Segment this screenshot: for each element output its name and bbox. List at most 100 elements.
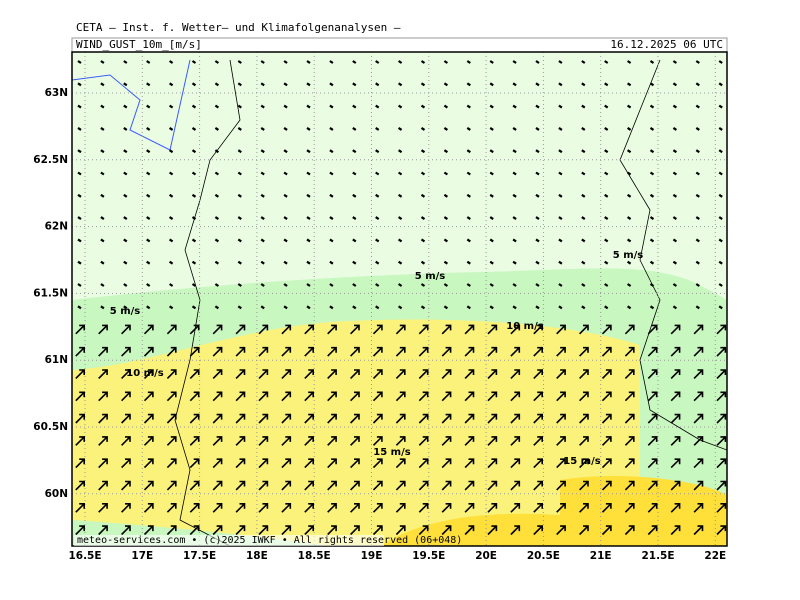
wind-arrow — [693, 503, 704, 513]
wind-arrow — [143, 503, 154, 513]
wind-arrow — [579, 525, 589, 536]
wind-arrow — [375, 283, 380, 287]
wind-arrow — [695, 216, 700, 221]
wind-arrow — [464, 480, 475, 491]
wind-arrow — [143, 324, 154, 335]
wind-arrow — [558, 305, 563, 310]
wind-arrow — [146, 82, 151, 87]
wind-arrow — [327, 503, 337, 513]
wind-arrow — [604, 216, 609, 221]
wind-arrow — [143, 525, 154, 536]
wind-arrow — [329, 82, 334, 87]
wind-arrow — [235, 525, 246, 536]
lon-label: 22E — [704, 550, 726, 562]
wind-arrow — [624, 436, 635, 446]
wind-arrow — [716, 391, 727, 402]
wind-arrow — [604, 193, 609, 198]
wind-arrow — [214, 238, 220, 243]
wind-arrow — [649, 149, 655, 154]
wind-arrow — [372, 503, 383, 513]
wind-arrow — [329, 260, 334, 265]
wind-arrow — [306, 238, 311, 243]
wind-arrow — [604, 238, 609, 243]
wind-arrow — [489, 216, 494, 221]
wind-arrow — [718, 171, 723, 176]
wind-arrow — [350, 369, 360, 379]
wind-arrow — [283, 305, 288, 310]
wind-arrow — [693, 346, 704, 357]
wind-arrow — [260, 60, 265, 64]
wind-arrow — [100, 216, 105, 221]
wind-arrow — [166, 436, 177, 446]
wind-arrow — [443, 260, 449, 265]
wind-arrow — [397, 216, 403, 221]
wind-arrow — [306, 260, 311, 265]
wind-arrow — [443, 82, 449, 87]
wind-arrow — [626, 126, 632, 131]
wind-arrow — [304, 391, 314, 402]
wind-arrow — [123, 305, 128, 310]
wind-arrow — [397, 193, 403, 198]
wind-arrow — [579, 413, 589, 424]
wind-arrow — [100, 305, 105, 310]
lat-label: 61.5N — [33, 287, 68, 299]
wind-arrow — [718, 193, 723, 198]
wind-arrow — [466, 104, 471, 109]
wind-arrow — [466, 193, 471, 198]
wind-arrow — [626, 238, 632, 243]
wind-arrow — [693, 436, 704, 446]
wind-arrow — [237, 216, 242, 221]
wind-arrow — [649, 60, 655, 64]
wind-arrow — [189, 391, 200, 402]
wind-arrow — [535, 82, 540, 87]
wind-arrow — [695, 104, 700, 109]
wind-arrow — [375, 171, 380, 176]
wind-arrow — [123, 126, 128, 131]
wind-arrow — [558, 60, 563, 64]
wind-arrow — [258, 480, 269, 491]
wind-arrow — [121, 436, 131, 446]
wind-arrow — [121, 346, 131, 357]
wind-arrow — [375, 126, 380, 131]
wind-arrow — [372, 525, 383, 536]
wind-arrow — [98, 480, 108, 491]
wind-arrow — [146, 60, 151, 64]
wind-arrow — [143, 458, 154, 469]
wind-arrow — [397, 149, 403, 154]
wind-arrow — [604, 82, 609, 87]
wind-arrow — [716, 436, 727, 446]
wind-arrow — [77, 283, 82, 287]
wind-arrow — [372, 346, 383, 357]
wind-arrow — [329, 283, 334, 287]
wind-arrow — [464, 413, 475, 424]
wind-arrow — [512, 283, 517, 287]
wind-arrow — [235, 324, 246, 335]
lon-label: 17.5E — [183, 550, 216, 562]
wind-arrow — [235, 369, 246, 379]
wind-arrow — [281, 324, 292, 335]
wind-arrow — [601, 436, 612, 446]
wind-arrow — [166, 324, 177, 335]
wind-arrow — [329, 305, 334, 310]
wind-arrow — [443, 283, 449, 287]
wind-arrow — [304, 346, 314, 357]
wind-arrow — [535, 260, 540, 265]
wind-arrow — [512, 216, 517, 221]
wind-arrow — [624, 346, 635, 357]
wind-arrow — [649, 283, 655, 287]
wind-arrow — [601, 369, 612, 379]
lon-label: 21E — [590, 550, 612, 562]
wind-arrow — [581, 260, 586, 265]
wind-arrow — [237, 171, 242, 176]
wind-arrow — [375, 216, 380, 221]
wind-arrow — [281, 369, 292, 379]
wind-arrow — [212, 458, 223, 469]
wind-arrow — [123, 238, 128, 243]
lat-label: 62.5N — [33, 154, 68, 166]
wind-arrow — [533, 480, 543, 491]
wind-arrow — [558, 238, 563, 243]
wind-arrow — [535, 283, 540, 287]
wind-arrow — [168, 238, 174, 243]
wind-arrow — [375, 60, 380, 64]
parameter: WIND_GUST_10m_[m/s] — [76, 38, 202, 51]
